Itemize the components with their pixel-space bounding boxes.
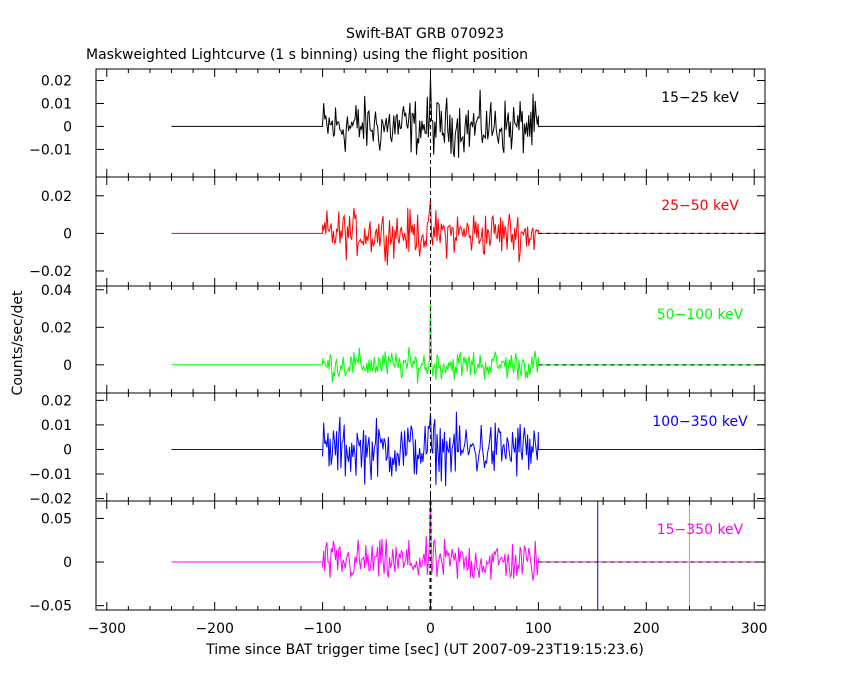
y-tick-label: 0	[63, 442, 72, 458]
x-tick-label: −100	[303, 621, 341, 637]
y-tick-label: 0.02	[41, 393, 72, 409]
band-label: 100−350 keV	[652, 414, 748, 430]
y-tick-label: 0	[63, 358, 72, 374]
band-label: 15−25 keV	[661, 90, 739, 106]
lightcurve-trace	[171, 75, 765, 158]
chart-subtitle: Maskweighted Lightcurve (1 s binning) us…	[86, 47, 528, 63]
panel-3: 0 0.02 0.04 50−100 keV	[41, 283, 766, 394]
plot-area: −0.01 0 0.01 0.02 15−25 keV −0.02 0 0.02 25−50 k…	[29, 68, 768, 637]
lightcurve-trace	[171, 199, 539, 266]
panel-2: −0.02 0 0.02 25−50 keV	[29, 176, 766, 287]
x-tick-label: 300	[741, 621, 768, 637]
y-tick-label: 0	[63, 555, 72, 571]
y-tick-label: −0.05	[29, 599, 72, 615]
panel-5: −0.05 0 0.05 15−350 keV	[29, 500, 766, 615]
band-label: 25−50 keV	[661, 198, 739, 214]
band-label: 15−350 keV	[657, 522, 744, 538]
y-tick-label: 0.02	[41, 189, 72, 205]
chart-title: Swift-BAT GRB 070923	[346, 26, 504, 42]
x-tick-label: −300	[88, 621, 126, 637]
y-tick-label: 0.01	[41, 418, 72, 434]
y-tick-label: 0	[63, 119, 72, 135]
y-tick-label: 0	[63, 226, 72, 242]
x-tick-label: 0	[426, 621, 435, 637]
lightcurve-trace	[171, 411, 765, 487]
y-tick-label: −0.01	[29, 142, 72, 158]
lightcurve-trace	[171, 300, 539, 384]
y-tick-label: −0.02	[29, 492, 72, 508]
x-tick-label: −200	[195, 621, 233, 637]
lightcurve-trace	[171, 505, 539, 581]
y-tick-label: 0.01	[41, 96, 72, 112]
y-tick-label: 0.02	[41, 73, 72, 89]
y-tick-label: −0.01	[29, 467, 72, 483]
band-label: 50−100 keV	[657, 307, 744, 323]
y-axis-label: Counts/sec/det	[10, 290, 26, 395]
y-tick-label: 0.04	[41, 283, 72, 299]
x-axis-label: Time since BAT trigger time [sec] (UT 20…	[205, 642, 644, 658]
y-tick-label: 0.05	[41, 511, 72, 527]
x-tick-label: 200	[633, 621, 660, 637]
panel-1: −0.01 0 0.01 0.02 15−25 keV	[29, 68, 766, 178]
panel-4: −0.02 −0.01 0 0.01 0.02 100−350 keV	[29, 392, 766, 508]
y-tick-label: −0.02	[29, 264, 72, 280]
x-tick-label: 100	[525, 621, 552, 637]
y-tick-label: 0.02	[41, 320, 72, 336]
